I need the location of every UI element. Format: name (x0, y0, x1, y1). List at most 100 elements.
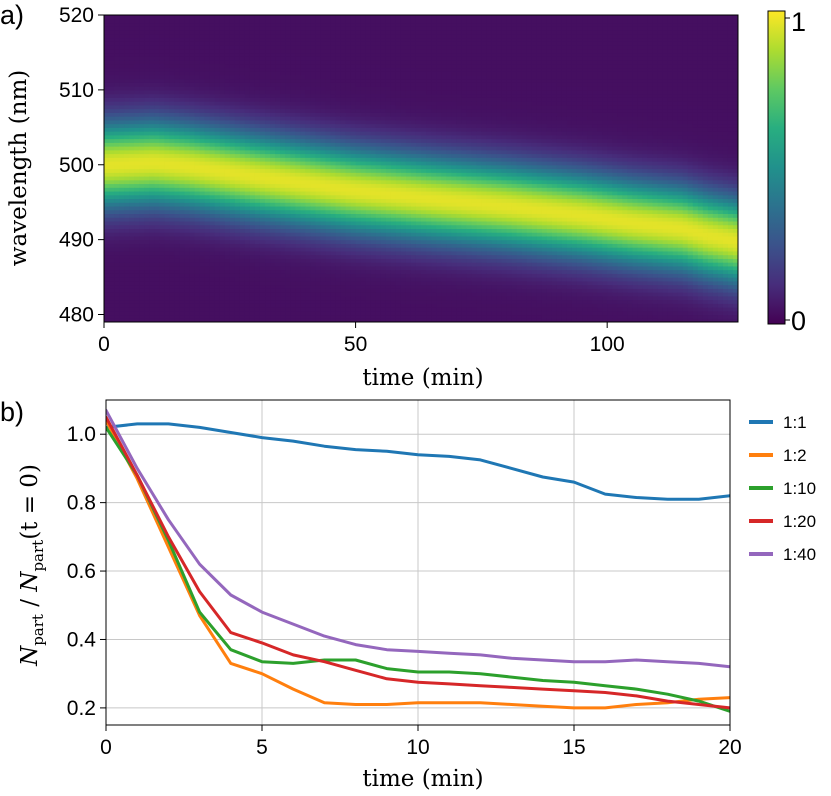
heatmap-cell (239, 213, 246, 218)
heatmap-cell (109, 254, 115, 259)
heatmap-cell (204, 59, 211, 65)
heatmap-cell (174, 265, 181, 271)
heatmap-cell (265, 228, 271, 233)
heatmap-cell (259, 97, 266, 102)
heatmap-cell (209, 104, 216, 110)
heatmap-cell (204, 146, 211, 151)
heatmap-cell (174, 198, 181, 203)
heatmap-cell (229, 71, 236, 76)
heatmap-cell (315, 284, 321, 289)
heatmap-cell (184, 232, 191, 237)
heatmap-cell (385, 280, 392, 286)
heatmap-cell (204, 104, 211, 110)
heatmap-cell (305, 179, 311, 185)
heatmap-cell (219, 262, 226, 267)
heatmap-cell (340, 295, 347, 301)
heatmap-cell (109, 89, 115, 95)
heatmap-cell (310, 26, 316, 31)
heatmap-cell (365, 239, 372, 244)
heatmap-cell (280, 183, 286, 188)
heatmap-cell (184, 78, 191, 83)
heatmap-cell (194, 127, 201, 132)
heatmap-cell (204, 235, 211, 241)
heatmap-cell (214, 153, 221, 158)
heatmap-cell (139, 288, 145, 293)
heatmap-cell (189, 172, 196, 177)
heatmap-cell (194, 172, 201, 177)
heatmap-cell (259, 74, 266, 80)
heatmap-cell (395, 295, 402, 301)
heatmap-cell (390, 82, 397, 87)
heatmap-cell (244, 168, 251, 173)
heatmap-cell (149, 262, 155, 267)
heatmap-cell (174, 314, 181, 319)
heatmap-cell (234, 183, 241, 188)
heatmap-cell (219, 108, 226, 113)
heatmap-cell (134, 74, 140, 80)
heatmap-cell (134, 15, 140, 20)
heatmap-cell (355, 280, 362, 286)
heatmap-cell (310, 41, 316, 46)
heatmap-cell (124, 142, 130, 147)
heatmap-cell (109, 217, 115, 222)
heatmap-cell (224, 198, 231, 203)
heatmap-cell (194, 250, 201, 256)
heatmap-cell (340, 168, 347, 173)
heatmap-cell (315, 123, 321, 128)
heatmap-cell (174, 303, 181, 308)
heatmap-cell (159, 149, 165, 155)
heatmap-cell (234, 307, 241, 312)
heatmap-cell (325, 202, 332, 207)
heatmap-cell (154, 134, 160, 140)
heatmap-cell (285, 157, 291, 162)
heatmap-cell (239, 168, 246, 173)
heatmap-cell (159, 205, 165, 211)
heatmap-cell (370, 82, 377, 87)
heatmap-cell (380, 187, 387, 192)
heatmap-cell (370, 314, 377, 319)
heatmap-cell (239, 179, 246, 185)
heatmap-cell (350, 112, 357, 117)
heatmap-cell (119, 59, 125, 65)
heatmap-cell (290, 239, 296, 244)
heatmap-cell (375, 149, 382, 155)
heatmap-cell (300, 280, 306, 286)
heatmap-cell (275, 292, 281, 297)
heatmap-cell (154, 288, 160, 293)
heatmap-cell (244, 116, 251, 121)
heatmap-cell (315, 41, 321, 46)
heatmap-cell (204, 250, 211, 256)
heatmap-cell (280, 56, 286, 61)
heatmap-cell (365, 104, 372, 110)
heatmap-cell (295, 108, 301, 113)
heatmap-cell (360, 52, 367, 57)
heatmap-cell (144, 67, 150, 72)
heatmap-cell (204, 67, 211, 72)
heatmap-cell (385, 235, 392, 241)
heatmap-cell (390, 134, 397, 140)
heatmap-cell (104, 220, 110, 226)
heatmap-cell (169, 277, 176, 282)
heatmap-cell (224, 213, 231, 218)
heatmap-cell (360, 314, 367, 319)
heatmap-cell (214, 269, 221, 274)
heatmap-cell (390, 314, 397, 319)
heatmap-cell (244, 209, 251, 215)
heatmap-cell (320, 164, 326, 170)
heatmap-cell (400, 22, 407, 27)
heatmap-cell (400, 157, 407, 162)
heatmap-cell (390, 157, 397, 162)
heatmap-cell (129, 314, 135, 319)
heatmap-cell (219, 243, 226, 248)
heatmap-cell (300, 284, 306, 289)
heatmap-cell (189, 258, 196, 263)
heatmap-cell (219, 205, 226, 211)
heatmap-cell (365, 269, 372, 274)
heatmap-cell (300, 153, 306, 158)
heatmap-cell (325, 59, 332, 65)
heatmap-cell (209, 146, 216, 151)
heatmap-cell (224, 104, 231, 110)
heatmap-cell (229, 262, 236, 267)
heatmap-cell (355, 183, 362, 188)
heatmap-cell (159, 153, 165, 158)
